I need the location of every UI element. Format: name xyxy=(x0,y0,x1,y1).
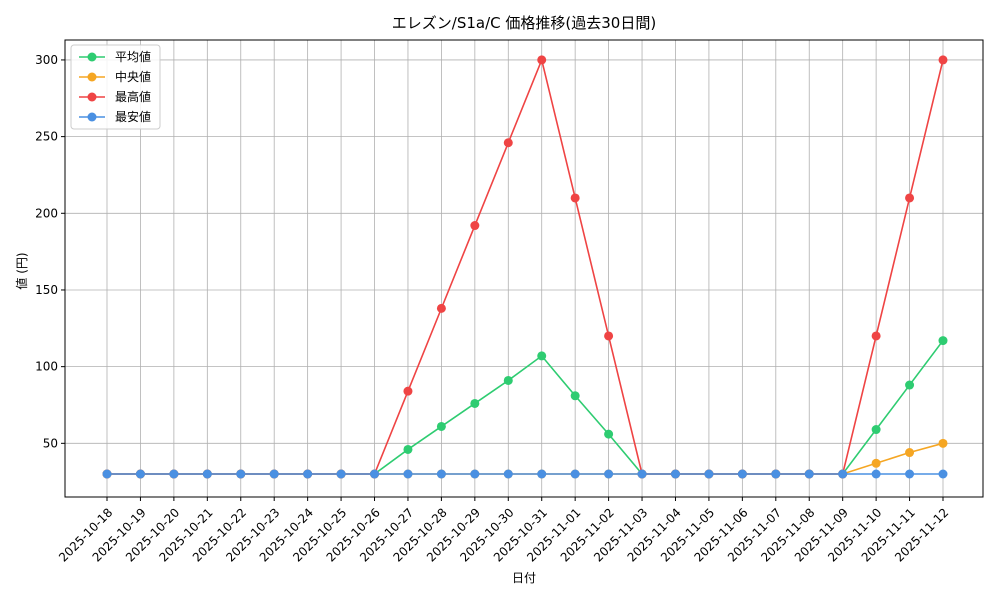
data-point xyxy=(838,469,848,479)
legend-marker xyxy=(87,112,97,122)
legend-label: 平均値 xyxy=(115,49,151,64)
chart-title: エレズン/S1a/C 価格推移(過去30日間) xyxy=(392,14,656,32)
legend-marker xyxy=(87,72,97,82)
grid xyxy=(65,40,983,497)
data-point xyxy=(938,336,948,346)
data-point xyxy=(938,469,948,479)
data-point xyxy=(403,386,413,396)
data-point xyxy=(202,469,212,479)
data-point xyxy=(370,469,380,479)
legend-label: 最安値 xyxy=(115,109,151,124)
data-point xyxy=(871,458,881,468)
legend-label: 最高値 xyxy=(115,89,151,104)
axes: 2025-10-182025-10-192025-10-202025-10-21… xyxy=(35,53,951,565)
y-tick-label: 200 xyxy=(35,206,58,220)
legend-label: 中央値 xyxy=(115,69,151,84)
data-point xyxy=(637,469,647,479)
series-line xyxy=(107,57,944,475)
x-axis-label: 日付 xyxy=(512,571,536,585)
plot-frame xyxy=(64,39,984,498)
data-point xyxy=(570,193,580,203)
data-point xyxy=(537,351,547,361)
y-tick-label: 250 xyxy=(35,130,58,144)
data-point xyxy=(905,380,915,390)
data-point xyxy=(436,421,446,431)
y-tick-label: 300 xyxy=(35,53,58,67)
series-group xyxy=(102,469,948,479)
data-point xyxy=(503,138,513,148)
data-point xyxy=(905,193,915,203)
data-point xyxy=(570,391,580,401)
data-point xyxy=(537,469,547,479)
data-point xyxy=(938,438,948,448)
data-point xyxy=(537,55,547,65)
data-point xyxy=(403,469,413,479)
data-point xyxy=(403,444,413,454)
data-point xyxy=(470,469,480,479)
data-point xyxy=(871,469,881,479)
legend-box xyxy=(70,44,161,130)
data-point xyxy=(604,469,614,479)
data-point xyxy=(436,303,446,313)
data-point xyxy=(771,469,781,479)
y-tick-label: 50 xyxy=(43,436,58,450)
data-point xyxy=(169,469,179,479)
data-point xyxy=(303,469,313,479)
series-line xyxy=(107,340,944,475)
data-point xyxy=(604,429,614,439)
legend-marker xyxy=(87,92,97,102)
series-layer xyxy=(102,55,948,479)
data-point xyxy=(236,469,246,479)
data-point xyxy=(135,469,145,479)
series-line xyxy=(107,442,944,475)
data-point xyxy=(871,331,881,341)
data-point xyxy=(704,469,714,479)
data-point xyxy=(503,375,513,385)
legend-marker xyxy=(87,52,97,62)
series-group xyxy=(102,336,948,479)
data-point xyxy=(436,469,446,479)
data-point xyxy=(804,469,814,479)
data-point xyxy=(336,469,346,479)
data-point xyxy=(269,469,279,479)
data-point xyxy=(570,469,580,479)
series-group xyxy=(102,55,948,479)
data-point xyxy=(905,469,915,479)
data-point xyxy=(871,425,881,435)
y-tick-label: 150 xyxy=(35,283,58,297)
data-point xyxy=(905,448,915,458)
data-point xyxy=(737,469,747,479)
data-point xyxy=(470,221,480,231)
y-tick-label: 100 xyxy=(35,360,58,374)
data-point xyxy=(102,469,112,479)
data-point xyxy=(503,469,513,479)
data-point xyxy=(670,469,680,479)
data-point xyxy=(604,331,614,341)
data-point xyxy=(470,398,480,408)
series-group xyxy=(102,438,948,479)
y-axis-label: 値 (円) xyxy=(14,252,29,289)
data-point xyxy=(938,55,948,65)
